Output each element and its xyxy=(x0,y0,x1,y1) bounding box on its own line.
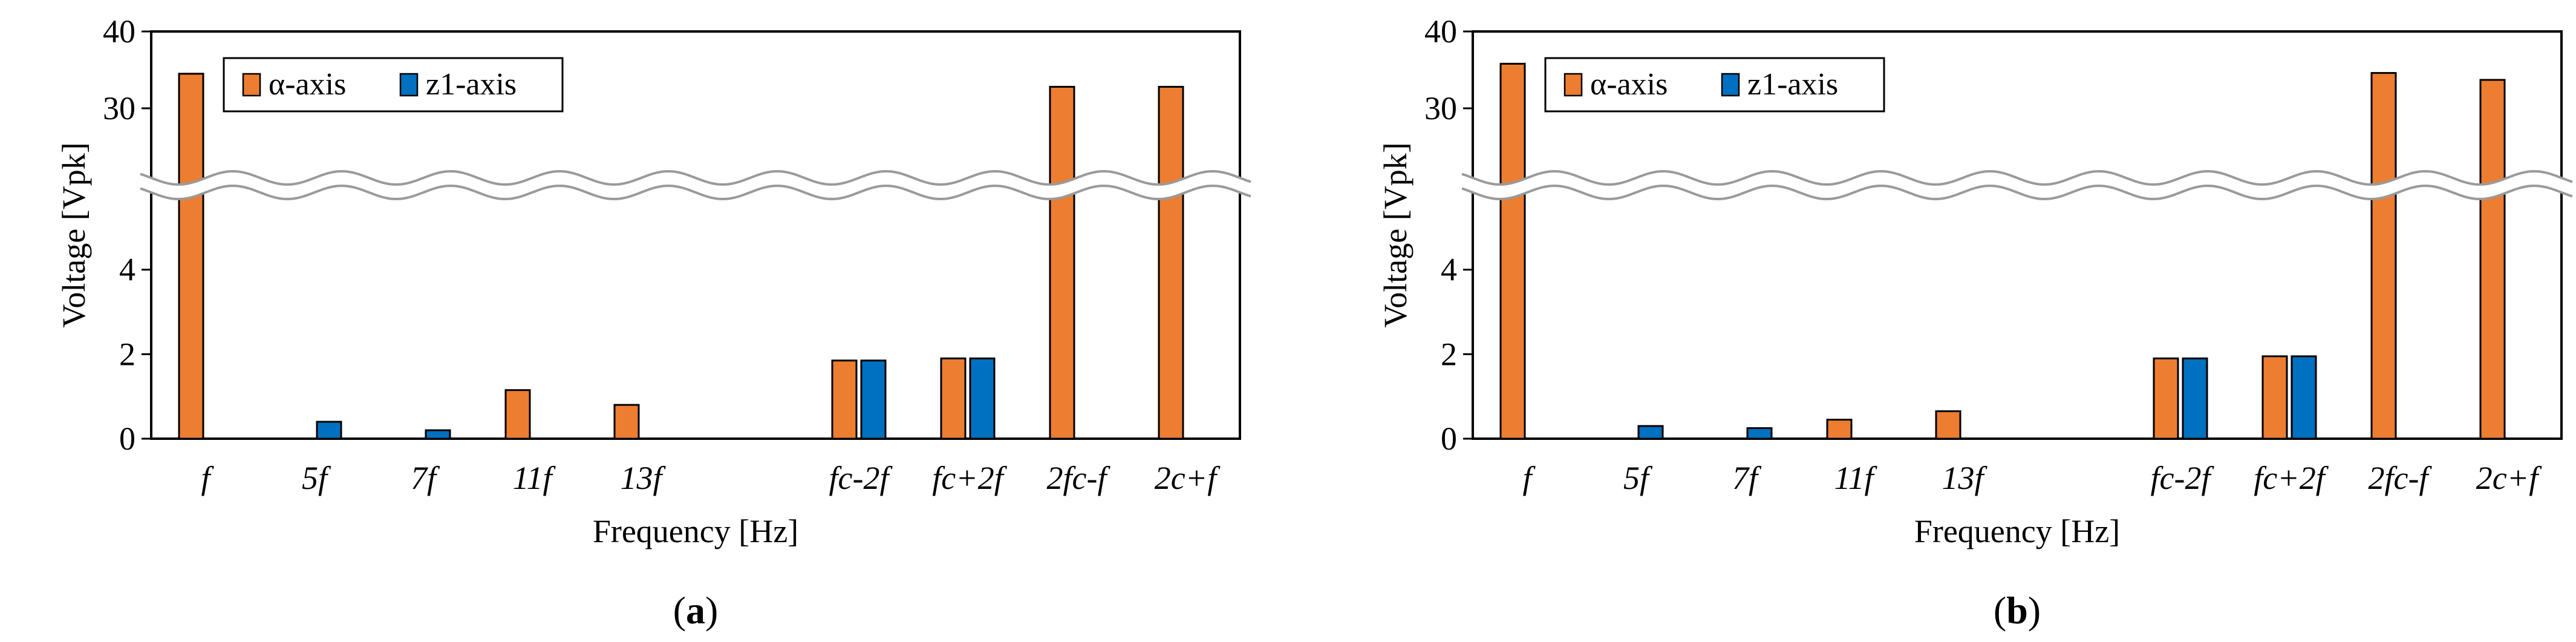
y-tick-label: 0 xyxy=(1441,421,1457,457)
x-category-label: f xyxy=(1522,460,1536,496)
x-axis-title: Frequency [Hz] xyxy=(593,513,798,549)
bar-alpha-axis xyxy=(613,404,640,440)
x-category-label: 2fc-f xyxy=(1047,460,1111,496)
x-category-label: 5f xyxy=(1623,460,1653,496)
bar-alpha-axis xyxy=(1499,62,1526,440)
legend-swatch-alpha xyxy=(1564,73,1583,97)
bar-alpha-axis xyxy=(940,357,967,440)
y-axis-title: Voltage [Vpk] xyxy=(1377,142,1414,327)
y-tick-label: 2 xyxy=(119,336,135,372)
x-category-label: 2c+f xyxy=(1155,460,1221,496)
legend-swatch-alpha xyxy=(242,73,261,97)
x-axis-title: Frequency [Hz] xyxy=(1914,513,2120,549)
x-category-label: 13f xyxy=(620,460,666,496)
panel-a: 0 2 4 30 40 f 5f 7f 11f 13f fc-2f fc+2f 2fc-f 2c+f Fre… xyxy=(56,13,1251,632)
y-tick-label: 40 xyxy=(103,13,135,50)
legend-swatch-z1 xyxy=(1721,73,1740,97)
legend-label-alpha: α-axis xyxy=(269,67,346,102)
x-category-label: fc+2f xyxy=(2254,460,2329,496)
axis-break-line xyxy=(140,185,1251,200)
bar-z1-axis xyxy=(860,359,887,440)
bar-z1-axis xyxy=(2182,357,2208,440)
bar-alpha-axis xyxy=(504,389,531,440)
y-tick-label: 4 xyxy=(1441,252,1457,288)
legend-label-alpha: α-axis xyxy=(1590,67,1668,102)
y-tick-label: 2 xyxy=(1441,336,1457,372)
bar-alpha-axis xyxy=(1935,410,1961,440)
bar-z1-axis xyxy=(1746,427,1773,440)
bar-z1-axis xyxy=(969,357,996,440)
legend-swatch-z1 xyxy=(399,73,419,97)
y-tick-label: 0 xyxy=(119,421,135,457)
x-category-label: 2fc-f xyxy=(2369,460,2433,496)
axis-break-line xyxy=(1461,170,2573,186)
legend-box xyxy=(1544,57,1885,113)
y-tick-label: 4 xyxy=(119,252,135,288)
x-category-label: f xyxy=(201,460,214,496)
panel-label-open: ( xyxy=(673,589,686,632)
panel-label-letter: b xyxy=(2006,589,2028,632)
bar-z1-axis xyxy=(425,429,451,440)
panel-label-close: ) xyxy=(705,589,718,632)
bar-z1-axis xyxy=(2291,355,2317,440)
panel-label-letter: a xyxy=(686,589,705,632)
bar-alpha-axis xyxy=(2370,72,2397,440)
legend-label-z1: z1-axis xyxy=(426,67,517,102)
y-axis-title: Voltage [Vpk] xyxy=(56,142,92,327)
panel-label-close: ) xyxy=(2028,589,2041,632)
axis-break-band xyxy=(1462,171,2572,199)
axis-break-line xyxy=(140,170,1251,186)
x-category-label: 7f xyxy=(411,460,440,496)
panel-label: (a) xyxy=(673,589,719,632)
bar-alpha-axis xyxy=(1049,85,1075,440)
bar-alpha-axis xyxy=(1826,419,1853,440)
x-category-label: 7f xyxy=(1732,460,1762,496)
legend-box xyxy=(223,57,564,113)
bar-alpha-axis xyxy=(1158,85,1184,440)
x-category-label: 13f xyxy=(1942,460,1987,496)
x-category-label: fc-2f xyxy=(2151,460,2215,496)
y-tick-label: 30 xyxy=(1424,90,1457,126)
bar-alpha-axis xyxy=(178,73,204,440)
bar-alpha-axis xyxy=(2261,355,2288,440)
x-category-label: fc-2f xyxy=(829,460,893,496)
y-tick-label: 30 xyxy=(103,90,135,126)
axis-break-band xyxy=(140,171,1251,199)
panel-label: (b) xyxy=(1994,589,2041,632)
bar-alpha-axis xyxy=(2153,357,2179,440)
legend-label-z1: z1-axis xyxy=(1747,67,1838,102)
panel-b: 0 2 4 30 40 f 5f 7f 11f 13f fc-2f fc+2f 2fc-f 2c+f Fre… xyxy=(1377,13,2573,632)
x-category-label: 2c+f xyxy=(2476,460,2542,496)
x-category-label: 11f xyxy=(513,460,556,496)
axis-break-line xyxy=(1461,185,2573,200)
bar-z1-axis xyxy=(316,421,342,440)
bar-z1-axis xyxy=(1637,425,1664,440)
bar-alpha-axis xyxy=(2479,79,2506,440)
panel-label-open: ( xyxy=(1994,589,2006,632)
y-tick-label: 40 xyxy=(1424,13,1457,50)
bar-alpha-axis xyxy=(831,359,858,440)
x-category-label: fc+2f xyxy=(932,460,1007,496)
x-category-label: 11f xyxy=(1834,460,1878,496)
x-category-label: 5f xyxy=(302,460,331,496)
